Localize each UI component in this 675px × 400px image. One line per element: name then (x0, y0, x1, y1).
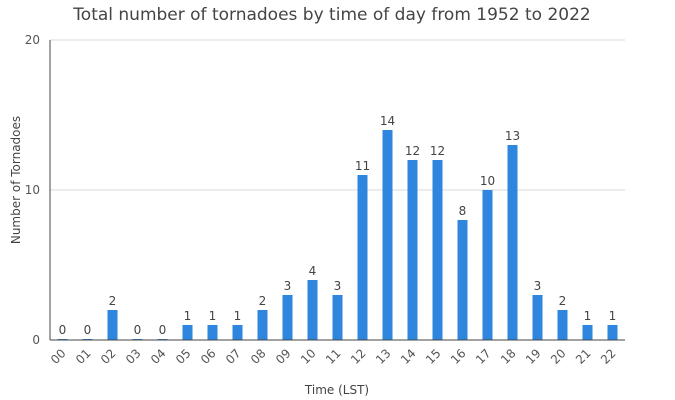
bar-02 (107, 310, 118, 340)
y-tick-label: 0 (32, 333, 40, 347)
data-label-03: 0 (134, 323, 142, 337)
bar-05 (182, 325, 193, 340)
chart-title: Total number of tornadoes by time of day… (72, 5, 590, 25)
data-label-01: 0 (84, 323, 92, 337)
data-label-06: 1 (209, 309, 217, 323)
x-tick-label-22: 22 (598, 346, 619, 367)
x-tick-label-10: 10 (298, 346, 319, 367)
bar-12 (357, 175, 368, 340)
data-label-11: 3 (334, 279, 342, 293)
x-tick-label-05: 05 (173, 346, 194, 367)
x-tick-label-13: 13 (373, 346, 394, 367)
data-label-08: 2 (259, 294, 267, 308)
bar-08 (257, 310, 268, 340)
x-tick-label-12: 12 (348, 346, 369, 367)
data-label-09: 3 (284, 279, 292, 293)
x-tick-label-18: 18 (498, 346, 519, 367)
data-label-21: 1 (584, 309, 592, 323)
bar-22 (607, 325, 618, 340)
bar-09 (282, 295, 293, 340)
bar-16 (457, 220, 468, 340)
x-tick-label-04: 04 (148, 346, 169, 367)
data-label-14: 12 (405, 144, 420, 158)
data-label-20: 2 (559, 294, 567, 308)
data-label-00: 0 (59, 323, 67, 337)
x-axis-ticks: 00 01 02 03 04 05 06 07 08 09 10 11 12 13 14 15 16 17 18 19… (48, 346, 619, 367)
x-tick-label-16: 16 (448, 346, 469, 367)
x-axis-title: Time (LST) (304, 383, 369, 397)
bar-19 (532, 295, 543, 340)
bar-20 (557, 310, 568, 340)
data-label-07: 1 (234, 309, 242, 323)
x-tick-label-14: 14 (398, 346, 419, 367)
x-tick-label-07: 07 (223, 346, 244, 367)
x-tick-label-02: 02 (98, 346, 119, 367)
data-label-18: 13 (505, 129, 520, 143)
bar-07 (232, 325, 243, 340)
x-tick-label-01: 01 (73, 346, 94, 367)
bar-17 (482, 190, 493, 340)
x-tick-label-17: 17 (473, 346, 494, 367)
x-tick-label-15: 15 (423, 346, 444, 367)
y-axis-ticks: 0 10 20 (25, 33, 40, 347)
bar-14 (407, 160, 418, 340)
x-tick-label-20: 20 (548, 346, 569, 367)
data-label-02: 2 (109, 294, 117, 308)
bar-18 (507, 145, 518, 340)
x-tick-label-03: 03 (123, 346, 144, 367)
x-tick-label-08: 08 (248, 346, 269, 367)
y-tick-label: 20 (25, 33, 40, 47)
x-tick-label-09: 09 (273, 346, 294, 367)
bars (57, 130, 618, 340)
data-label-04: 0 (159, 323, 167, 337)
x-tick-label-00: 00 (48, 346, 69, 367)
bar-11 (332, 295, 343, 340)
data-label-17: 10 (480, 174, 495, 188)
y-tick-label: 10 (25, 183, 40, 197)
bar-13 (382, 130, 393, 340)
data-label-13: 14 (380, 114, 395, 128)
data-label-15: 12 (430, 144, 445, 158)
data-label-12: 11 (355, 159, 370, 173)
x-tick-label-19: 19 (523, 346, 544, 367)
bar-10 (307, 280, 318, 340)
data-label-05: 1 (184, 309, 192, 323)
data-label-22: 1 (609, 309, 617, 323)
data-label-10: 4 (309, 264, 317, 278)
x-tick-label-21: 21 (573, 346, 594, 367)
bar-15 (432, 160, 443, 340)
gridlines (50, 39, 625, 191)
data-label-19: 3 (534, 279, 542, 293)
data-label-16: 8 (459, 204, 467, 218)
y-axis-title: Number of Tornadoes (9, 116, 23, 244)
bar-06 (207, 325, 218, 340)
x-tick-label-06: 06 (198, 346, 219, 367)
x-tick-label-11: 11 (323, 346, 344, 367)
bar-21 (582, 325, 593, 340)
